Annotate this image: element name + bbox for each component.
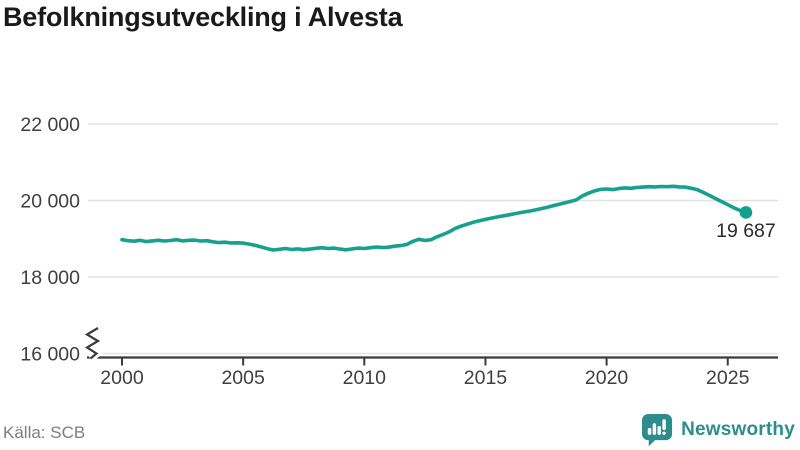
population-line bbox=[120, 184, 748, 252]
y-tick-label: 16 000 bbox=[20, 344, 80, 366]
newsworthy-bubble-chart-icon bbox=[642, 413, 673, 446]
source-label: Källa: SCB bbox=[3, 423, 86, 442]
x-tick-label: 2010 bbox=[343, 367, 387, 389]
x-tick-label: 2020 bbox=[585, 367, 629, 389]
end-point-marker bbox=[739, 206, 753, 219]
y-tick-label: 22 000 bbox=[20, 114, 80, 136]
x-tick-label: 2005 bbox=[221, 367, 265, 389]
x-tick-label: 2015 bbox=[464, 367, 508, 389]
y-tick-label: 18 000 bbox=[20, 267, 80, 289]
chart-title: Befolkningsutveckling i Alvesta bbox=[3, 2, 403, 32]
axis-break-icon bbox=[84, 327, 101, 360]
y-tick-label: 20 000 bbox=[20, 191, 80, 213]
x-tick-label: 2025 bbox=[706, 367, 750, 389]
end-value-label: 19 687 bbox=[716, 220, 776, 242]
newsworthy-wordmark: Newsworthy bbox=[681, 418, 795, 440]
newsworthy-logo[interactable]: Newsworthy bbox=[641, 413, 795, 446]
x-tick-label: 2000 bbox=[100, 367, 144, 389]
